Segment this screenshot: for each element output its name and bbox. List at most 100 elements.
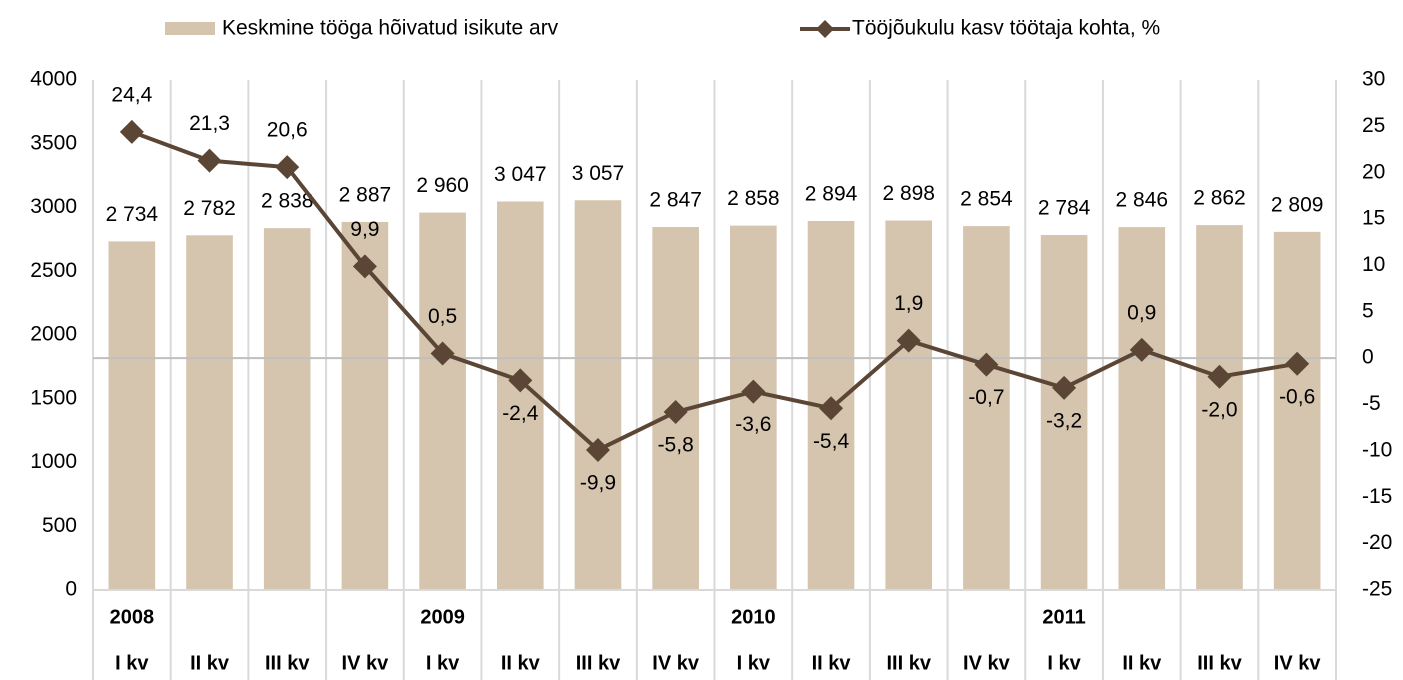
y2-tick-label: 0: [1362, 346, 1374, 369]
bar-value-label: 2 894: [805, 183, 858, 206]
bar-value-label: 2 838: [261, 190, 314, 213]
line-marker: [819, 396, 844, 421]
y-tick-label: 1000: [30, 450, 77, 473]
line-marker: [197, 148, 222, 173]
y2-tick-label: -20: [1362, 531, 1392, 554]
y-tick-label: 3000: [30, 195, 77, 218]
line-marker: [741, 379, 766, 404]
line-marker: [1285, 351, 1310, 376]
bar-value-label: 2 854: [960, 188, 1013, 211]
y2-tick-label: -10: [1362, 438, 1392, 461]
y2-tick-label: 15: [1362, 207, 1385, 230]
line-value-label: -2,4: [502, 402, 539, 425]
line-marker: [508, 368, 533, 393]
y-tick-label: 0: [65, 578, 77, 601]
y2-tick-label: 25: [1362, 114, 1385, 137]
legend-label: Keskmine tööga hõivatud isikute arv: [222, 17, 559, 40]
bar-value-label: 3 047: [494, 163, 547, 186]
y-tick-label: 1500: [30, 386, 77, 409]
x-tick-label: II kv: [812, 652, 852, 674]
x-tick-label: IV kv: [963, 652, 1011, 674]
bar-value-label: 2 862: [1193, 187, 1246, 210]
line-marker: [663, 399, 688, 424]
bar: [963, 226, 1010, 591]
x-tick-label: IV kv: [652, 652, 700, 674]
bar-value-label: 2 847: [649, 189, 702, 212]
bar: [1196, 225, 1243, 590]
x-tick-label: II kv: [190, 652, 230, 674]
line-marker: [974, 352, 999, 377]
x-group-label: 2011: [1042, 606, 1085, 628]
bar: [1273, 231, 1321, 591]
y2-tick-label: 10: [1362, 253, 1385, 276]
x-tick-label: I kv: [1047, 652, 1081, 674]
bar-value-label: 2 782: [183, 197, 236, 220]
line: [131, 130, 1298, 453]
legend-swatch: [165, 22, 215, 35]
legend-label: Tööjõukulu kasv töötaja kohta, %: [852, 17, 1160, 40]
line-value-label: -5,4: [813, 430, 850, 453]
bar: [263, 228, 311, 590]
bar: [1118, 227, 1166, 590]
line-value-label: -0,7: [968, 386, 1004, 409]
line-marker: [119, 119, 144, 144]
x-tick-label: III kv: [886, 652, 931, 674]
x-tick-label: III kv: [265, 652, 310, 674]
line-marker: [1207, 364, 1232, 389]
line-marker: [896, 328, 921, 353]
x-tick-label: III kv: [576, 652, 621, 674]
y2-tick-label: 30: [1362, 68, 1385, 91]
y-tick-label: 4000: [30, 68, 77, 91]
legend-marker: [816, 20, 834, 38]
line-marker: [352, 254, 377, 279]
line-value-label: 9,9: [350, 218, 379, 241]
bar: [574, 200, 622, 591]
line-value-label: -3,6: [735, 413, 771, 436]
line-value-label: -0,6: [1279, 385, 1315, 408]
x-tick-label: III kv: [1197, 652, 1242, 674]
bar: [419, 212, 466, 590]
x-tick-label: II kv: [1122, 652, 1162, 674]
bar-value-label: 2 846: [1116, 189, 1169, 212]
bar: [885, 220, 933, 590]
line-marker: [585, 437, 610, 462]
line-value-label: -3,2: [1046, 409, 1082, 432]
bar-value-label: 2 734: [106, 203, 159, 226]
y-tick-label: 2500: [30, 259, 77, 282]
bar-value-label: 2 784: [1038, 197, 1091, 220]
line-value-label: -5,8: [658, 434, 694, 457]
y-tick-label: 2000: [30, 323, 77, 346]
line-value-label: 20,6: [267, 119, 308, 142]
line-value-label: 24,4: [111, 83, 152, 106]
y2-tick-label: -25: [1362, 578, 1392, 601]
line-value-label: 21,3: [189, 112, 230, 135]
bar-value-label: 2 960: [416, 174, 469, 197]
line-marker: [1129, 337, 1154, 362]
bar: [108, 241, 156, 591]
bar-value-label: 2 809: [1271, 193, 1324, 216]
bar-value-label: 2 898: [882, 182, 935, 205]
bar: [1040, 235, 1088, 591]
bar: [186, 235, 233, 591]
y2-tick-label: 20: [1362, 160, 1385, 183]
line-value-label: -9,9: [580, 472, 616, 495]
x-group-label: 2008: [110, 606, 155, 628]
line-marker: [430, 341, 455, 366]
x-tick-label: I kv: [737, 652, 771, 674]
x-tick-label: IV kv: [1274, 652, 1322, 674]
bar-value-label: 2 887: [339, 183, 392, 206]
line-value-label: -2,0: [1201, 398, 1237, 421]
x-group-label: 2010: [731, 606, 776, 628]
y-tick-label: 500: [42, 514, 77, 537]
line-value-label: 0,9: [1127, 301, 1156, 324]
line-value-label: 0,5: [428, 305, 457, 328]
y-tick-label: 3500: [30, 131, 77, 154]
bar-value-label: 3 057: [572, 162, 625, 185]
y2-tick-label: -5: [1362, 392, 1381, 415]
y2-tick-label: -15: [1362, 485, 1392, 508]
x-tick-label: I kv: [115, 652, 149, 674]
x-group-label: 2009: [420, 606, 465, 628]
x-tick-label: II kv: [501, 652, 541, 674]
bar: [730, 225, 777, 591]
